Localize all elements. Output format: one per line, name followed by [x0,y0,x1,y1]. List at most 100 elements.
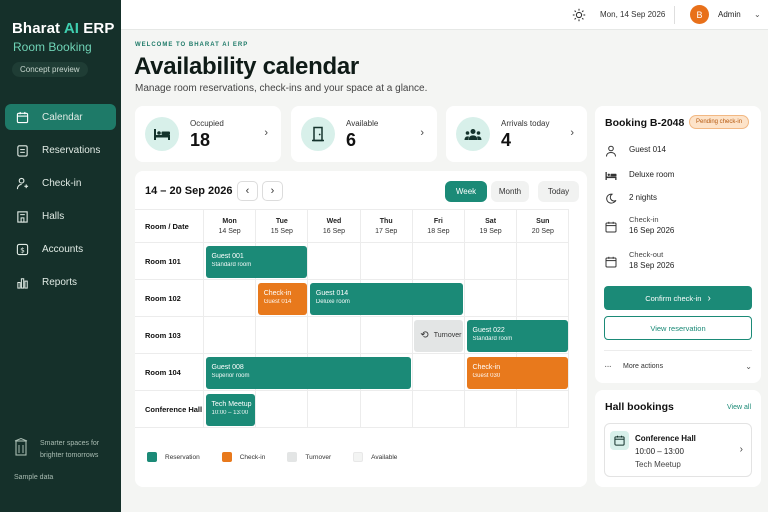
grid-cell[interactable] [256,243,309,280]
booking-block-checkin[interactable]: Check-in Guest 030 [466,356,568,389]
grid-cell[interactable] [204,391,257,428]
room-label: Room 103 [135,317,204,354]
view-reservation-button[interactable]: View reservation [604,316,752,340]
stat-card-occupied[interactable]: Occupied 18 › [135,106,281,162]
chevron-down-icon[interactable]: ⌄ [754,10,761,19]
grid-cell[interactable] [308,243,361,280]
grid-cell[interactable] [465,391,518,428]
grid-cell[interactable] [204,280,257,317]
booking-name: Turnover [433,332,462,339]
legend-swatch-reservation [147,452,157,462]
day-header: Wed 16 Sep [308,209,361,243]
chevron-right-icon: › [264,127,268,139]
grid-cell[interactable] [360,317,413,354]
calendar-icon [610,431,629,450]
confirm-checkin-button[interactable]: Confirm check-in › [604,286,752,310]
topbar: Mon, 14 Sep 2026 B Admin ⌄ [121,0,768,30]
stat-label: Occupied [190,119,224,128]
sun-icon[interactable] [572,8,586,22]
sidebar-item-reservations[interactable]: Reservations [5,137,116,163]
stat-value: 6 [346,130,357,150]
grid-cell[interactable] [412,243,465,280]
stat-card-arrivals[interactable]: Arrivals today 4 › [446,106,587,162]
booking-block-reservation[interactable]: Tech Meetup 10:00 – 13:00 [205,393,255,426]
view-week-button[interactable]: Week [445,181,487,202]
chevron-right-icon: › [420,127,424,139]
view-all-link[interactable]: View all [727,404,751,411]
hall-booking-item[interactable]: Conference Hall 10:00 – 13:00 Tech Meetu… [604,423,752,477]
grid-cell[interactable] [360,354,413,391]
more-actions-button[interactable]: ··· More actions ⌄ [604,350,752,372]
sidebar-item-check-in[interactable]: Check-in [5,170,116,196]
chevron-right-icon: › [707,292,711,304]
hall-time: 10:00 – 13:00 [635,447,684,456]
grid-cell[interactable] [360,243,413,280]
grid-cell[interactable] [517,317,570,354]
booking-name: Guest 014 [315,289,349,297]
calendar-card: 14 – 20 Sep 2026 ‹ › Week Month Today Ro… [135,171,587,487]
day-date: 14 Sep [218,228,241,235]
legend-label: Available [371,453,398,461]
grid-cell[interactable] [204,317,257,354]
day-date: 20 Sep [531,228,554,235]
avatar[interactable]: B [690,5,709,24]
prev-week-button[interactable]: ‹ [237,181,258,201]
day-header: Sun 20 Sep [517,209,570,243]
grid-cell[interactable] [517,391,570,428]
grid-cell[interactable] [517,354,570,391]
booking-block-turnover[interactable]: ⟲ Turnover [414,319,464,352]
sidebar-item-accounts[interactable]: $ Accounts [5,236,116,262]
people-icon [456,117,490,151]
person-checkin-icon [15,176,29,190]
view-today-button[interactable]: Today [538,181,579,202]
day-date: 16 Sep [322,228,346,235]
booking-block-reservation[interactable]: Guest 001 Standard room [205,245,307,278]
grid-cell[interactable] [517,280,570,317]
view-month-button[interactable]: Month [491,181,529,202]
sidebar-item-calendar[interactable]: Calendar [5,104,116,130]
legend-item: Check-in [221,452,265,462]
day-name: Mon [222,218,237,225]
user-name[interactable]: Admin [718,10,741,19]
booking-block-reservation[interactable]: Guest 014 Deluxe room [309,282,464,315]
grid-cell[interactable] [256,280,309,317]
guest-name: Guest 014 [629,145,666,154]
grid-cell[interactable] [412,280,465,317]
chevron-right-icon: › [570,127,574,139]
day-name: Fri [433,218,443,225]
legend-swatch-checkin [221,452,232,462]
booking-name: Guest 001 [211,252,244,260]
sidebar-item-reports[interactable]: Reports [5,269,116,295]
booking-block-reservation[interactable]: Guest 008 Superior room [205,356,412,389]
hall-bookings-card: Hall bookings View all Conference Hall 1… [595,390,761,487]
building-icon [14,437,30,456]
sidebar-item-label: Reports [42,276,78,288]
day-date: 17 Sep [375,228,398,235]
grid-cell[interactable] [308,317,361,354]
stat-card-available[interactable]: Available 6 › [291,106,437,162]
grid-cell[interactable] [412,391,465,428]
sidebar-item-halls[interactable]: Halls [5,203,116,229]
grid-cell[interactable] [360,391,413,428]
current-date: Mon, 14 Sep 2026 [600,10,666,19]
status-badge: Pending check-in [689,115,750,129]
booking-block-reservation[interactable]: Guest 022 Standard room [466,319,568,352]
booking-name: Check-in [472,363,501,371]
welcome-label: WELCOME TO BHARAT AI ERP [135,42,249,48]
grid-cell[interactable] [256,391,309,428]
booking-room: Deluxe room [605,169,674,181]
grid-cell[interactable] [412,354,465,391]
hall-event: Tech Meetup [635,460,681,469]
grid-cell[interactable] [465,243,518,280]
grid-cell[interactable] [465,280,518,317]
door-icon [301,117,335,151]
grid-cell[interactable] [412,317,465,354]
grid-cell[interactable] [517,243,570,280]
grid-cell[interactable] [256,317,309,354]
refresh-icon: ⟲ [420,330,429,341]
next-week-button[interactable]: › [262,181,283,201]
booking-block-checkin[interactable]: Check-in Guest 014 [257,282,307,315]
room-type: Deluxe room [629,170,675,179]
grid-cell[interactable] [308,391,361,428]
day-header: Mon 14 Sep [204,209,257,243]
